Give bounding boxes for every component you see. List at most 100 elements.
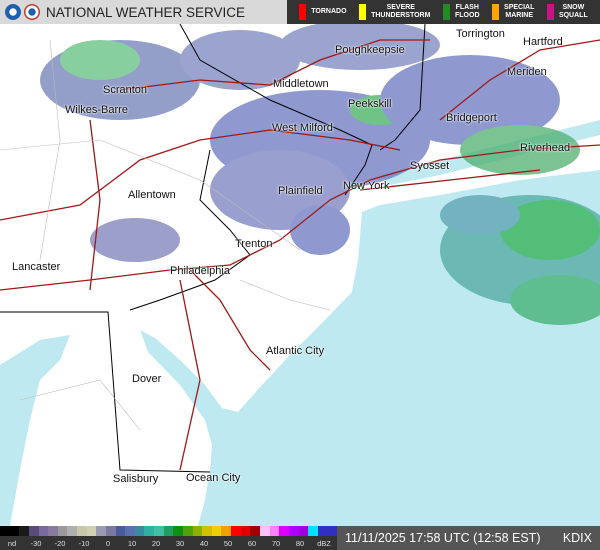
scale-tick: 60 bbox=[247, 539, 257, 548]
highways bbox=[0, 39, 600, 471]
city-label: Peekskill bbox=[348, 98, 392, 110]
color-bin bbox=[308, 526, 318, 536]
city-label: Ocean City bbox=[186, 472, 241, 484]
color-bin bbox=[28, 526, 39, 536]
noaa-logo-icon bbox=[5, 4, 21, 20]
city-label: West Milford bbox=[272, 122, 333, 134]
color-bar bbox=[0, 526, 337, 536]
color-bin bbox=[288, 526, 299, 536]
warning-type: FLASH FLOOD bbox=[443, 4, 480, 20]
city-label: Hartford bbox=[523, 36, 563, 48]
scale-tick: nd bbox=[7, 539, 17, 548]
city-label: New York bbox=[343, 180, 390, 192]
warning-swatch bbox=[359, 4, 367, 20]
color-bin bbox=[269, 526, 280, 536]
city-label: Bridgeport bbox=[446, 112, 497, 124]
warning-swatch bbox=[443, 4, 450, 20]
city-label: Scranton bbox=[103, 84, 148, 96]
site-title: NATIONAL WEATHER SERVICE bbox=[46, 4, 246, 20]
color-bin bbox=[192, 526, 203, 536]
color-bin bbox=[240, 526, 251, 536]
color-bin bbox=[163, 526, 174, 536]
city-label: Torrington bbox=[456, 28, 505, 40]
city-label: Trenton bbox=[235, 238, 273, 250]
dbz-color-scale: nd -30 -20 -10 0 10 20 30 40 50 60 70 80 dBZ bbox=[0, 526, 337, 550]
scale-tick: 30 bbox=[175, 539, 185, 548]
nws-logo-icon bbox=[24, 4, 40, 20]
scale-tick: 70 bbox=[271, 539, 281, 548]
scale-tick: dBZ bbox=[317, 539, 331, 548]
radar-echoes bbox=[40, 24, 600, 325]
warning-label: TORNADO bbox=[311, 8, 347, 15]
color-bin bbox=[202, 526, 212, 536]
warning-swatch bbox=[546, 4, 554, 20]
scale-tick: 10 bbox=[127, 539, 137, 548]
color-bin bbox=[259, 526, 270, 536]
warning-type: SEVERE THUNDERSTORM bbox=[359, 4, 430, 20]
scale-tick: 80 bbox=[295, 539, 305, 548]
color-bin bbox=[211, 526, 222, 536]
city-label: Philadelphia bbox=[170, 265, 230, 277]
color-bin bbox=[154, 526, 164, 536]
reflectivity-legend: nd -30 -20 -10 0 10 20 30 40 50 60 70 80 dBZ 11/11/20… bbox=[0, 526, 600, 550]
city-label: Salisbury bbox=[113, 473, 159, 485]
warning-swatch bbox=[299, 4, 307, 20]
radar-station: KDIX bbox=[562, 531, 592, 545]
city-label: Plainfield bbox=[278, 185, 323, 197]
city-label: Lancaster bbox=[12, 261, 61, 273]
color-bin bbox=[57, 526, 68, 536]
color-bin bbox=[0, 526, 10, 536]
city-label: Wilkes-Barre bbox=[65, 104, 128, 116]
color-bin bbox=[327, 526, 337, 536]
city-label: Allentown bbox=[128, 189, 176, 201]
header: NATIONAL WEATHER SERVICE TORNADO SEVERE T… bbox=[0, 0, 600, 24]
city-label: Dover bbox=[132, 373, 162, 385]
warning-label: SPECIAL MARINE bbox=[504, 4, 535, 19]
radar-timestamp: 11/11/2025 17:58 UTC (12:58 EST) bbox=[345, 531, 541, 545]
color-bin bbox=[77, 526, 87, 536]
color-bin bbox=[67, 526, 77, 536]
scale-tick: 0 bbox=[105, 539, 111, 548]
scale-tick: 20 bbox=[151, 539, 161, 548]
color-bin bbox=[134, 526, 145, 536]
color-bin bbox=[86, 526, 97, 536]
color-bin bbox=[38, 526, 49, 536]
scale-tick: -30 bbox=[30, 539, 42, 548]
warning-label: FLASH FLOOD bbox=[455, 4, 480, 19]
color-bin bbox=[144, 526, 154, 536]
color-bin bbox=[9, 526, 20, 536]
radar-map[interactable] bbox=[0, 24, 600, 526]
scale-tick: 40 bbox=[199, 539, 209, 548]
city-label: Middletown bbox=[273, 78, 329, 90]
warning-legend: TORNADO SEVERE THUNDERSTORM FLASH FLOOD SPE… bbox=[287, 0, 600, 24]
color-bin bbox=[279, 526, 289, 536]
warning-label: SNOW SQUALL bbox=[558, 4, 588, 19]
scale-tick: -10 bbox=[78, 539, 90, 548]
city-label: Riverhead bbox=[520, 142, 571, 154]
color-bin bbox=[96, 526, 106, 536]
chesapeake-bay bbox=[0, 335, 70, 526]
city-label: Poughkeepsie bbox=[335, 44, 405, 56]
color-bin bbox=[173, 526, 183, 536]
scale-tick: -20 bbox=[54, 539, 66, 548]
scale-ticks: nd -30 -20 -10 0 10 20 30 40 50 60 70 80 dBZ bbox=[0, 537, 337, 550]
color-bin bbox=[105, 526, 116, 536]
warning-label: SEVERE THUNDERSTORM bbox=[371, 4, 431, 19]
color-bin bbox=[231, 526, 241, 536]
color-bin bbox=[19, 526, 29, 536]
county-lines bbox=[0, 39, 331, 431]
color-bin bbox=[48, 526, 58, 536]
color-bin bbox=[221, 526, 231, 536]
color-bin bbox=[317, 526, 328, 536]
city-label: Atlantic City bbox=[266, 345, 325, 357]
warning-type: SPECIAL MARINE bbox=[492, 4, 534, 20]
warning-type: SNOW SQUALL bbox=[546, 4, 588, 20]
color-bin bbox=[125, 526, 135, 536]
warning-type: TORNADO bbox=[299, 4, 347, 20]
nws-branding: NATIONAL WEATHER SERVICE bbox=[0, 0, 287, 24]
scale-tick: 50 bbox=[223, 539, 233, 548]
warning-swatch bbox=[492, 4, 500, 20]
color-bin bbox=[250, 526, 260, 536]
color-bin bbox=[182, 526, 193, 536]
color-bin bbox=[298, 526, 308, 536]
